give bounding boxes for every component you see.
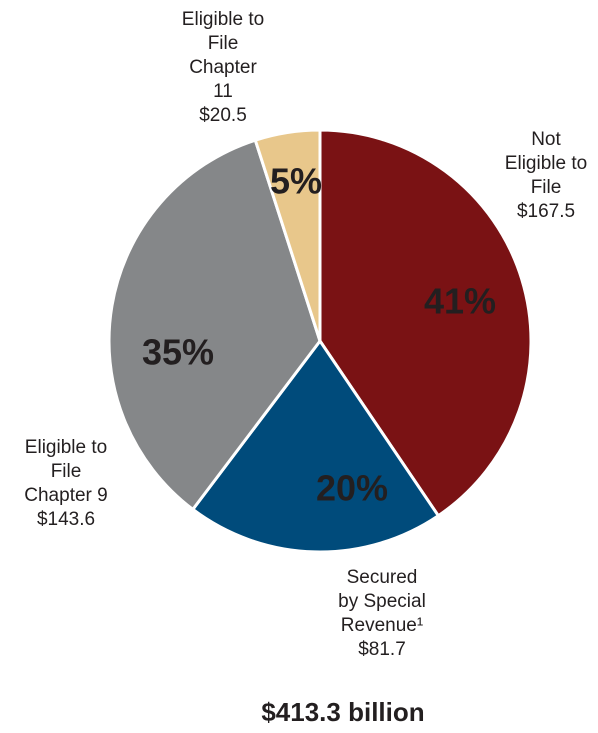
- slice-chapter-11: [253, 128, 322, 343]
- slice-label-line: Eligible to: [24, 437, 108, 458]
- slice-special-revenue-percent: 20%: [316, 468, 388, 509]
- slice-chapter-11-percent: 5%: [270, 161, 322, 202]
- slice-special-revenue: [191, 339, 440, 554]
- slice-label-line: $143.6: [36, 509, 96, 530]
- slice-label-chapter-9: Eligible to File Chapter 9 $143.6: [10, 436, 122, 532]
- slice-label-line: File: [530, 177, 562, 198]
- total-amount: $413.3 billion: [261, 697, 425, 727]
- slice-label-not-eligible: Not Eligible to File $167.5: [486, 128, 598, 224]
- slice-label-chapter-11: Eligible to File Chapter 11 $20.5: [156, 8, 290, 128]
- slice-label-line: 11: [213, 81, 233, 102]
- slice-label-line: $167.5: [516, 201, 576, 222]
- slice-chapter-9: [107, 138, 322, 511]
- slice-not-eligible-percent: 41%: [424, 281, 496, 322]
- slice-label-line: Chapter: [189, 57, 257, 78]
- slice-label-line: Secured: [346, 567, 418, 588]
- slice-label-line: $81.7: [358, 639, 406, 660]
- slice-label-line: Chapter 9: [24, 485, 108, 506]
- slice-label-line: Eligible to: [504, 153, 588, 174]
- slice-label-line: Not: [531, 129, 561, 150]
- slice-label-line: Eligible to: [181, 9, 265, 30]
- slice-label-line: $20.5: [199, 105, 247, 126]
- pie-chart: 41% 20% 35% 5%: [107, 128, 533, 554]
- slice-label-line: Revenue¹: [340, 615, 424, 636]
- slice-chapter-9-percent: 35%: [142, 332, 214, 373]
- slice-label-line: File: [50, 461, 82, 482]
- slice-not-eligible: [318, 128, 533, 518]
- slice-label-line: by Special: [338, 591, 426, 612]
- slice-label-special-revenue: Secured by Special Revenue¹ $81.7: [320, 566, 444, 662]
- slice-label-line: File: [207, 33, 239, 54]
